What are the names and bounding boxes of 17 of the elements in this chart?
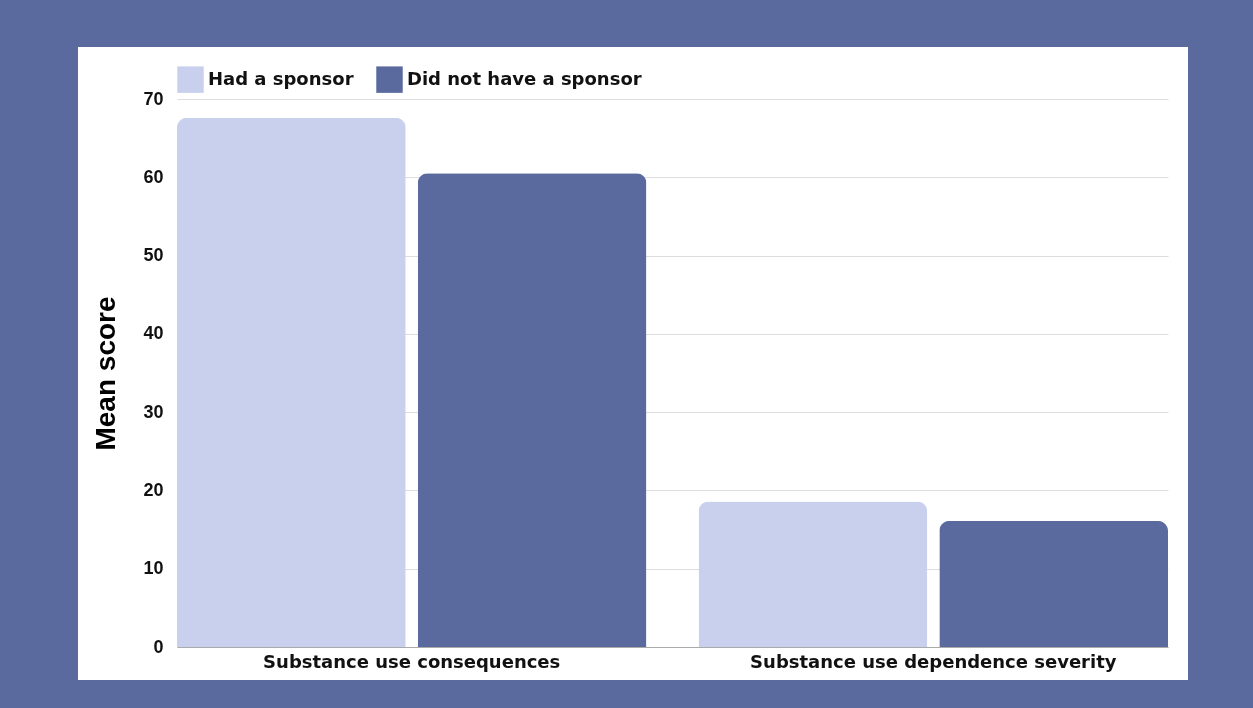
y-tick-label: 50 [143,245,164,266]
x-tick-label: Substance use dependence severity [750,650,1117,672]
legend-label: Had a sponsor [208,67,354,89]
y-tick-label: 40 [143,323,164,344]
legend-label: Did not have a sponsor [407,67,642,89]
bar [698,501,928,647]
y-tick-label: 0 [153,636,164,657]
x-tick-label: Substance use consequences [263,650,561,672]
y-axis-title: Mean score [90,296,122,451]
y-tick-label: 70 [143,88,164,109]
y-tick-label: 20 [143,479,164,500]
y-tick-label: 60 [143,166,164,187]
bar [417,173,647,647]
bar [939,520,1168,647]
bar [177,117,406,647]
y-tick-label: 10 [143,558,164,579]
y-tick-label: 30 [143,401,164,422]
